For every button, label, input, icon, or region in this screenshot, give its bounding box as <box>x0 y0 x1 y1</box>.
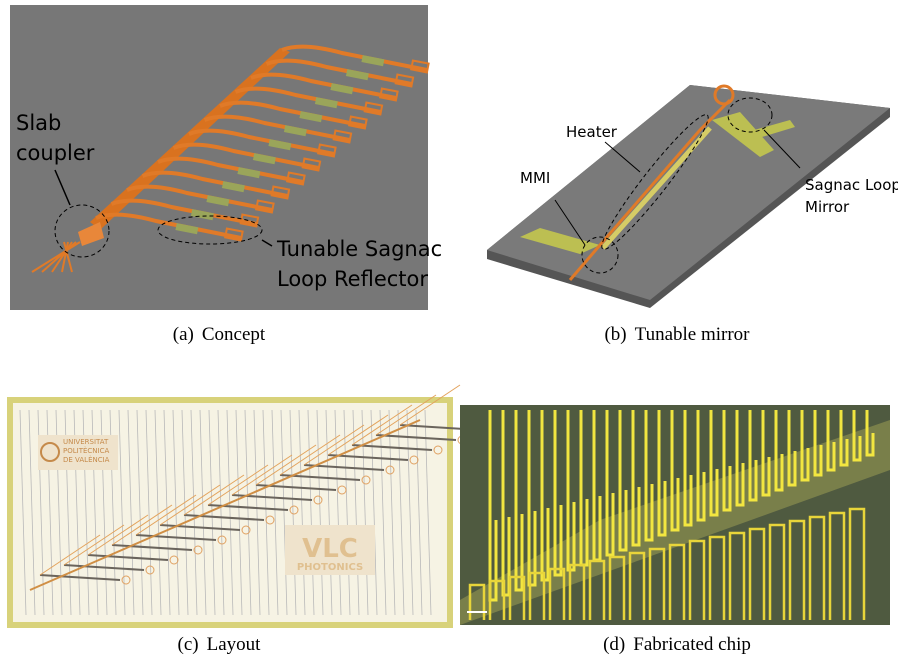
annotation-text: Heater <box>566 123 618 141</box>
caption: (b) Tunable mirror <box>604 324 750 345</box>
caption: (c) Layout <box>178 634 262 655</box>
panel-chip <box>460 405 890 625</box>
annotation-text: Sagnac Loop <box>805 176 898 194</box>
caption-label: (b) <box>604 324 626 345</box>
caption-text: Fabricated chip <box>633 634 751 655</box>
figure: SlabcouplerTunable SagnacLoop Reflector … <box>0 0 898 662</box>
annotation-text: POLITÈCNICA <box>63 446 109 455</box>
annotation-text: coupler <box>16 141 95 165</box>
annotation-text: Tunable Sagnac <box>276 237 442 261</box>
caption: (a) Concept <box>173 324 266 345</box>
panel-layout: UNIVERSITATPOLITÈCNICADE VALÈNCIA VLCPHOT… <box>10 385 490 625</box>
annotation-text: PHOTONICS <box>297 562 363 573</box>
caption-label: (a) <box>173 324 194 345</box>
panel-tunable-mirror: Heater MMI Sagnac Loop Mirror <box>487 85 898 308</box>
caption-text: Layout <box>207 634 262 655</box>
annotation-text: Slab <box>16 111 61 135</box>
annotation-text: MMI <box>520 169 550 187</box>
annotation-text: Loop Reflector <box>277 267 428 291</box>
annotation-text: VLC <box>302 534 358 564</box>
annotation-text: Mirror <box>805 198 850 216</box>
caption-text: Tunable mirror <box>635 324 751 345</box>
caption-label: (d) <box>603 634 625 655</box>
caption-text: Concept <box>202 324 266 345</box>
annotation-text: UNIVERSITAT <box>63 438 109 446</box>
panel-concept: Slab coupler Tunable Sagnac Loop Reflector <box>10 5 442 310</box>
annotation-text: DE VALÈNCIA <box>63 455 110 464</box>
caption-label: (c) <box>178 634 199 655</box>
caption: (d) Fabricated chip <box>603 634 751 655</box>
